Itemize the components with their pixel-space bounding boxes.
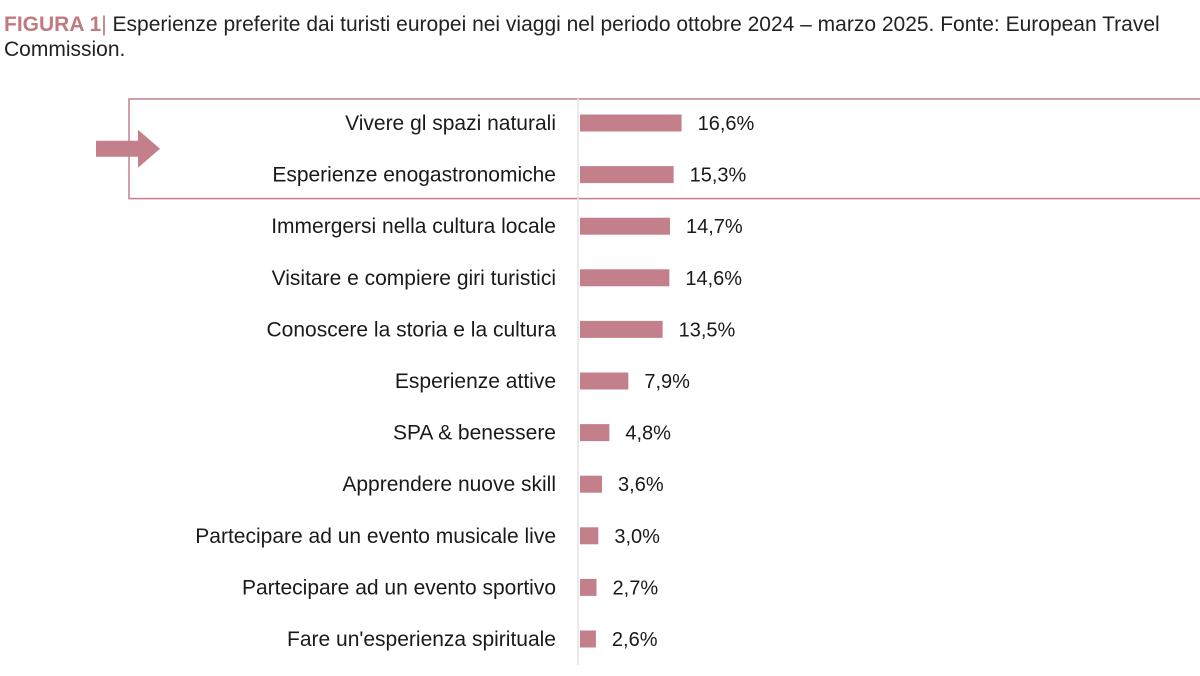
category-label: Visitare e compiere giri turistici (272, 267, 556, 290)
data-label: 15,3% (690, 165, 747, 187)
category-label: Fare un'esperienza spirituale (287, 628, 556, 651)
bar (580, 424, 610, 442)
data-label: 2,7% (613, 577, 659, 599)
caption-separator: | (101, 13, 107, 36)
highlight-layer (96, 98, 1200, 200)
category-label: Esperienze attive (395, 370, 556, 393)
figure-label: FIGURA 1 (4, 13, 102, 36)
bar (580, 269, 670, 287)
data-label: 2,6% (612, 629, 658, 651)
category-label: Esperienze enogastronomiche (272, 164, 556, 187)
bar (580, 320, 663, 338)
category-label: Immergersi nella cultura locale (271, 215, 556, 238)
data-label: 14,6% (685, 268, 742, 290)
arrow-right-icon (96, 129, 160, 168)
data-label: 14,7% (686, 216, 743, 238)
data-label: 3,0% (614, 526, 660, 548)
category-label: Partecipare ad un evento sportivo (242, 576, 556, 599)
bar (580, 527, 599, 545)
data-label: 4,8% (625, 423, 671, 445)
figure-caption: FIGURA 1| Esperienze preferite dai turis… (4, 12, 1200, 62)
bar (580, 166, 674, 184)
category-label: SPA & benessere (393, 422, 556, 445)
bar (580, 114, 682, 132)
category-label: Apprendere nuove skill (342, 473, 556, 496)
category-label: Partecipare ad un evento musicale live (195, 525, 556, 548)
data-label: 3,6% (618, 474, 664, 496)
bar (580, 475, 603, 493)
data-label: 13,5% (679, 319, 736, 341)
category-label: Conoscere la storia e la cultura (267, 318, 557, 341)
bar-layer (580, 114, 682, 648)
bar (580, 372, 629, 390)
label-layer: Vivere gl spazi naturali 16,6% Esperienze … (195, 112, 754, 651)
category-label: Vivere gl spazi naturali (345, 112, 556, 135)
data-label: 7,9% (644, 371, 690, 393)
bar (580, 630, 596, 648)
data-label: 16,6% (698, 113, 755, 135)
bar (580, 578, 597, 596)
caption-text: Esperienze preferite dai turisti europei… (4, 13, 1160, 61)
bar (580, 217, 670, 235)
